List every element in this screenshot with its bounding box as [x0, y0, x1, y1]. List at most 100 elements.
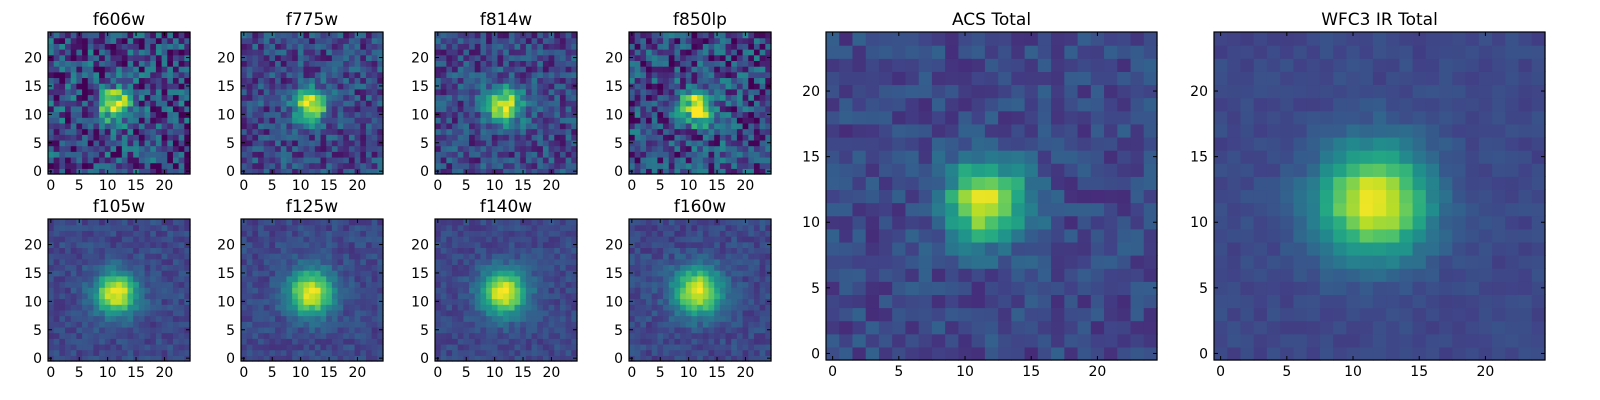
heatmap-cell: [440, 49, 447, 56]
heatmap-cell: [82, 77, 89, 84]
heatmap-cell: [184, 134, 191, 141]
heatmap-cell: [155, 145, 163, 152]
heatmap-cell: [651, 287, 658, 294]
heatmap-cell: [337, 326, 344, 334]
heatmap-cell: [76, 83, 83, 90]
heatmap-cell: [742, 338, 749, 345]
heatmap-cell: [121, 326, 129, 334]
heatmap-cell: [337, 71, 344, 79]
heatmap-cell: [486, 88, 493, 96]
heatmap-cell: [59, 247, 66, 254]
heatmap-cell: [525, 253, 533, 260]
heatmap-cell: [178, 162, 185, 169]
heatmap-cell: [554, 304, 561, 311]
heatmap-cell: [719, 287, 727, 294]
heatmap-cell: [365, 111, 373, 118]
heatmap-cell: [133, 66, 140, 73]
heatmap-cell: [486, 343, 493, 351]
heatmap-cell: [303, 315, 310, 322]
heatmap-cell: [87, 304, 95, 311]
heatmap-cell: [155, 343, 163, 351]
heatmap-cell: [241, 309, 248, 317]
heatmap-cell: [343, 32, 350, 39]
heatmap-cell: [320, 37, 327, 44]
heatmap-cell: [531, 275, 538, 283]
heatmap-cell: [537, 60, 544, 67]
heatmap-cell: [104, 100, 112, 107]
heatmap-cell: [680, 134, 687, 141]
heatmap-cell: [354, 94, 361, 101]
heatmap-cell: [314, 298, 322, 305]
heatmap-cell: [657, 100, 664, 107]
heatmap-cell: [571, 66, 578, 73]
heatmap-cell: [554, 236, 561, 243]
heatmap-cell: [326, 66, 333, 73]
heatmap-cell: [133, 253, 140, 260]
heatmap-cell: [365, 134, 373, 141]
heatmap-cell: [138, 49, 146, 56]
heatmap-cell: [474, 349, 482, 356]
heatmap-cell: [331, 117, 339, 124]
heatmap-cell: [252, 338, 259, 345]
heatmap-cell: [497, 37, 504, 44]
heatmap-cell: [246, 60, 253, 67]
heatmap-cell: [258, 100, 265, 107]
heatmap-cell: [275, 332, 282, 339]
heatmap-cell: [59, 111, 66, 118]
heatmap-cell: [331, 281, 339, 288]
heatmap-cell: [440, 117, 447, 124]
heatmap-cell: [440, 247, 447, 254]
heatmap-cell: [167, 94, 174, 101]
heatmap-cell: [725, 309, 732, 317]
heatmap-cell: [542, 275, 550, 283]
heatmap-cell: [252, 117, 259, 124]
heatmap-cell: [525, 332, 533, 339]
heatmap-cell: [646, 338, 653, 345]
heatmap-cell: [263, 151, 270, 158]
heatmap-cell: [651, 71, 658, 79]
heatmap-cell: [116, 275, 123, 283]
heatmap-cell: [537, 122, 544, 130]
heatmap-cell: [87, 37, 95, 44]
heatmap-cell: [110, 139, 117, 147]
heatmap-cell: [748, 134, 755, 141]
heatmap-cell: [184, 128, 191, 135]
heatmap-cell: [286, 94, 293, 101]
heatmap-cell: [748, 156, 755, 164]
heatmap-cell: [331, 304, 339, 311]
heatmap-cell: [172, 270, 180, 277]
heatmap-cell: [320, 66, 327, 73]
heatmap-cell: [121, 298, 129, 305]
heatmap-cell: [731, 304, 738, 311]
heatmap-cell: [474, 230, 482, 237]
heatmap-cell: [365, 100, 373, 107]
heatmap-cell: [292, 258, 299, 266]
heatmap-cell: [246, 241, 253, 248]
heatmap-cell: [326, 287, 333, 294]
heatmap-cell: [371, 236, 378, 243]
heatmap-cell: [297, 43, 305, 50]
heatmap-cell: [503, 100, 510, 107]
heatmap-cell: [537, 66, 544, 73]
heatmap-cell: [360, 111, 367, 118]
heatmap-cell: [331, 338, 339, 345]
heatmap-cell: [360, 156, 367, 164]
heatmap-cell: [685, 105, 693, 113]
heatmap-cell: [457, 156, 464, 164]
heatmap-cell: [99, 292, 106, 300]
heatmap-cell: [178, 264, 185, 271]
heatmap-cell: [354, 156, 361, 164]
heatmap-cell: [121, 236, 129, 243]
heatmap-cell: [133, 292, 140, 300]
heatmap-cell: [491, 43, 499, 50]
heatmap-cell: [542, 105, 550, 113]
heatmap-cell: [320, 349, 327, 356]
heatmap-cell: [446, 88, 453, 96]
heatmap-cell: [748, 162, 755, 169]
heatmap-cell: [634, 355, 641, 362]
heatmap-cell: [99, 304, 106, 311]
heatmap-cell: [508, 111, 516, 118]
heatmap-cell: [685, 292, 693, 300]
heatmap-cell: [446, 128, 453, 135]
heatmap-cell: [76, 88, 83, 96]
